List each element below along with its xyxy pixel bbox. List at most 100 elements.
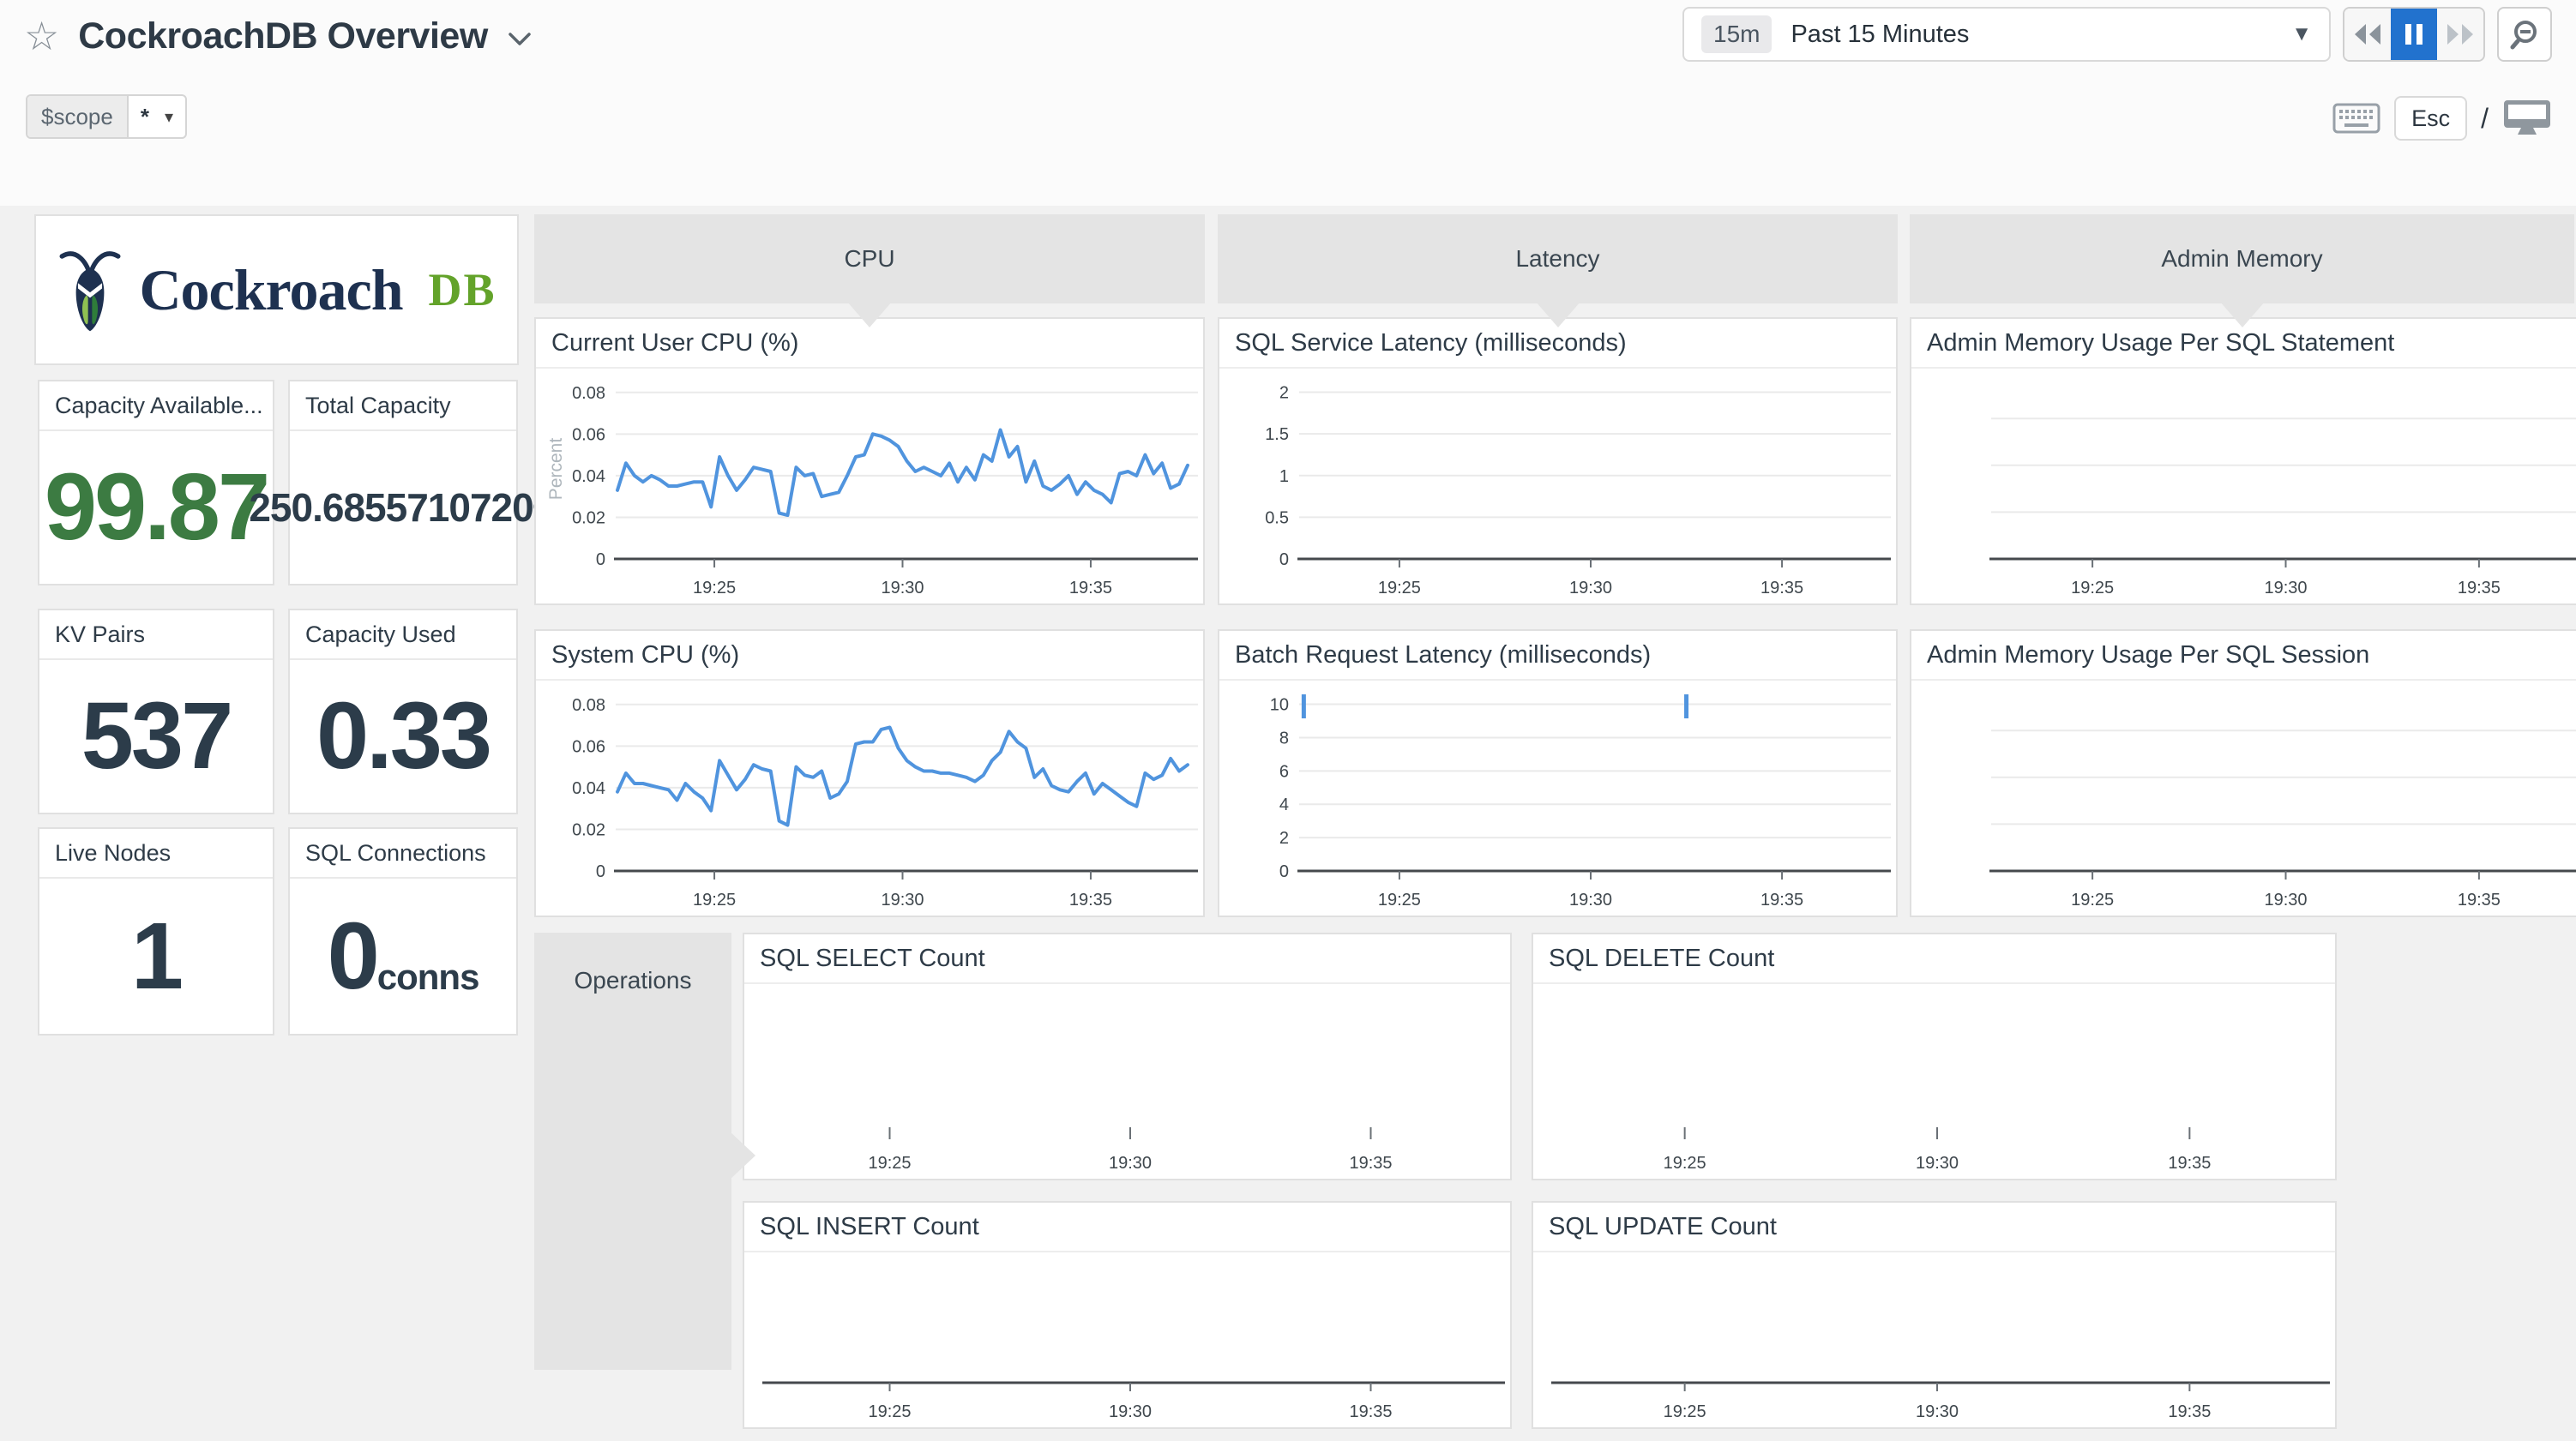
group-label: Admin Memory: [2161, 245, 2323, 272]
fast-forward-icon: [2447, 24, 2473, 45]
svg-text:19:30: 19:30: [881, 579, 924, 597]
svg-text:1: 1: [1279, 467, 1289, 486]
chart-plot-area[interactable]: 0 0.02 0.04 0.06 0.08 19:25 19:30 19:35: [536, 681, 1203, 916]
metric-title: SQL Connections: [290, 829, 516, 879]
svg-text:2: 2: [1279, 829, 1289, 848]
group-header-admin-memory[interactable]: Admin Memory: [1910, 214, 2574, 327]
pause-icon: [2405, 24, 2423, 45]
fast-forward-button[interactable]: [2437, 9, 2483, 60]
svg-text:0: 0: [1279, 862, 1289, 881]
chart-sql-delete-count[interactable]: SQL DELETE Count 19:25 19:30 19:35: [1532, 933, 2337, 1180]
svg-text:0.08: 0.08: [572, 384, 605, 403]
chart-title: SQL INSERT Count: [744, 1203, 1510, 1252]
chart-plot-area[interactable]: 19:25 19:30 19:35: [1911, 681, 2576, 916]
svg-text:19:25: 19:25: [693, 891, 736, 910]
chart-plot-area[interactable]: 19:25 19:30 19:35: [1911, 369, 2576, 603]
esc-key-chip[interactable]: Esc: [2394, 96, 2468, 141]
chart-plot-area[interactable]: 0 0.02 0.04 0.06 0.08 19:25 19:30 19:35 Percent: [536, 369, 1203, 603]
metric-value: 0: [327, 903, 380, 1009]
svg-text:8: 8: [1279, 729, 1289, 748]
chart-plot-area[interactable]: 19:25 19:30 19:35: [744, 1252, 1510, 1427]
svg-text:19:35: 19:35: [1069, 891, 1112, 910]
scope-label: $scope: [27, 96, 129, 137]
svg-text:19:35: 19:35: [2458, 891, 2501, 910]
dashboard-header: ☆ CockroachDB Overview: [24, 9, 533, 63]
svg-text:19:35: 19:35: [1760, 579, 1803, 597]
group-header-cpu[interactable]: CPU: [534, 214, 1205, 327]
svg-text:0.02: 0.02: [572, 820, 605, 839]
svg-text:19:30: 19:30: [1916, 1154, 1959, 1173]
chart-sql-update-count[interactable]: SQL UPDATE Count 19:25 19:30 19:35: [1532, 1201, 2337, 1429]
svg-text:19:30: 19:30: [1916, 1402, 1959, 1421]
rewind-icon: [2355, 24, 2380, 45]
metric-value: 0.33: [316, 683, 492, 789]
svg-text:1.5: 1.5: [1265, 425, 1289, 444]
group-header-latency[interactable]: Latency: [1218, 214, 1898, 327]
shortcut-cluster: Esc /: [2332, 96, 2552, 141]
chart-plot-area[interactable]: 19:25 19:30 19:35: [1533, 1252, 2335, 1427]
chart-title: SQL SELECT Count: [744, 934, 1510, 984]
svg-text:0.5: 0.5: [1265, 508, 1289, 527]
svg-text:6: 6: [1279, 762, 1289, 781]
svg-text:19:25: 19:25: [868, 1154, 911, 1173]
svg-text:0.08: 0.08: [572, 696, 605, 715]
group-header-operations[interactable]: Operations: [534, 933, 755, 1370]
svg-text:19:35: 19:35: [1069, 579, 1112, 597]
page-title: CockroachDB Overview: [78, 15, 488, 57]
title-chevron-down-icon[interactable]: [507, 31, 533, 48]
chart-plot-area[interactable]: 19:25 19:30 19:35: [1533, 984, 2335, 1179]
pause-button[interactable]: [2391, 9, 2437, 60]
chart-admin-memory-statement[interactable]: Admin Memory Usage Per SQL Statement 19:…: [1910, 317, 2576, 605]
keyboard-icon[interactable]: [2332, 103, 2380, 134]
svg-text:19:35: 19:35: [1349, 1402, 1392, 1421]
chart-system-cpu[interactable]: System CPU (%) 0 0.02 0.04 0.06 0.08 19:25 19:…: [534, 629, 1205, 917]
tv-mode-icon[interactable]: [2502, 99, 2552, 138]
group-label: Operations: [574, 967, 692, 994]
template-variable-scope[interactable]: $scope * ▾: [26, 94, 188, 139]
svg-text:19:25: 19:25: [1378, 579, 1421, 597]
scope-value-text: *: [140, 103, 149, 129]
svg-text:19:35: 19:35: [2168, 1402, 2211, 1421]
cockroachdb-logo: Cockroach DB: [57, 239, 496, 340]
chart-current-user-cpu[interactable]: Current User CPU (%) 0 0.02 0.04 0.06 0.08 19…: [534, 317, 1205, 605]
svg-text:4: 4: [1279, 796, 1289, 814]
svg-text:19:30: 19:30: [2264, 579, 2307, 597]
playback-controls: [2343, 7, 2485, 62]
chart-sql-service-latency[interactable]: SQL Service Latency (milliseconds) 0 0.5 1…: [1218, 317, 1898, 605]
rewind-button[interactable]: [2344, 9, 2391, 60]
svg-text:19:25: 19:25: [2071, 891, 2114, 910]
time-range-caret-icon: ▼: [2291, 22, 2312, 45]
metric-value: 99.87: [44, 454, 270, 560]
chart-plot-area[interactable]: 0 2 4 6 8 10 19:25 19:30 19:35: [1219, 681, 1896, 916]
chart-sql-select-count[interactable]: SQL SELECT Count 19:25 19:30 19:35: [743, 933, 1512, 1180]
time-range-badge: 15m: [1701, 15, 1773, 53]
metric-card-live-nodes: Live Nodes 1: [38, 827, 274, 1036]
metric-title: Live Nodes: [39, 829, 273, 879]
chart-plot-area[interactable]: 0 0.5 1 1.5 2 19:25 19:30 19:35: [1219, 369, 1896, 603]
metric-unit: conns: [376, 956, 480, 997]
chart-batch-request-latency[interactable]: Batch Request Latency (milliseconds) 0 2 4…: [1218, 629, 1898, 917]
chart-sql-insert-count[interactable]: SQL INSERT Count 19:25 19:30 19:35: [743, 1201, 1512, 1429]
group-label: CPU: [844, 245, 895, 272]
chart-admin-memory-session[interactable]: Admin Memory Usage Per SQL Session 19:25…: [1910, 629, 2576, 917]
svg-text:19:30: 19:30: [1109, 1402, 1152, 1421]
svg-text:0.02: 0.02: [572, 508, 605, 527]
svg-text:19:30: 19:30: [881, 891, 924, 910]
zoom-out-button[interactable]: [2497, 7, 2552, 62]
metric-value: 250.6855710720: [249, 485, 533, 530]
svg-text:19:30: 19:30: [2264, 891, 2307, 910]
chart-title: Batch Request Latency (milliseconds): [1219, 631, 1896, 681]
scope-caret-icon: ▾: [164, 107, 174, 127]
time-controls: 15m Past 15 Minutes ▼: [1682, 7, 2552, 62]
metric-value: 537: [81, 683, 234, 789]
svg-text:Percent: Percent: [546, 438, 566, 501]
time-range-selector[interactable]: 15m Past 15 Minutes ▼: [1682, 7, 2331, 62]
chart-plot-area[interactable]: 19:25 19:30 19:35: [744, 984, 1510, 1179]
favorite-star-icon[interactable]: ☆: [24, 14, 60, 58]
metric-title: KV Pairs: [39, 610, 273, 660]
scope-value: * ▾: [129, 96, 185, 137]
chart-title: SQL Service Latency (milliseconds): [1219, 319, 1896, 369]
cockroachdb-logo-card: Cockroach DB: [34, 214, 519, 365]
svg-text:2: 2: [1279, 384, 1289, 403]
svg-text:0: 0: [1279, 550, 1289, 569]
